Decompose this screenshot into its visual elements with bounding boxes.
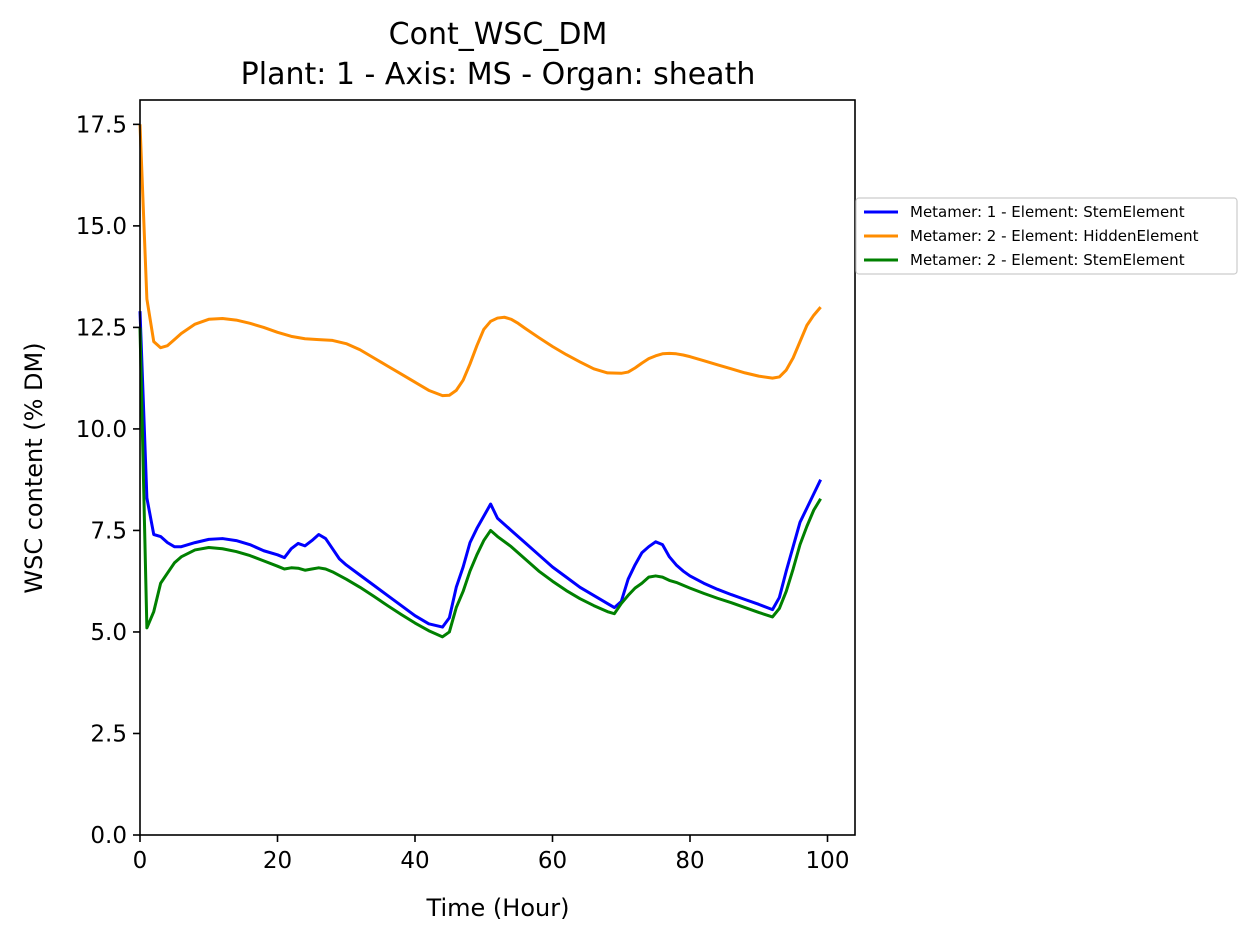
x-axis-label: Time (Hour) <box>426 894 570 922</box>
y-axis-label: WSC content (% DM) <box>20 342 48 593</box>
y-tick-label: 2.5 <box>90 721 127 747</box>
y-tick-label: 17.5 <box>76 112 127 138</box>
x-tick-label: 60 <box>538 848 567 874</box>
legend-label: Metamer: 2 - Element: HiddenElement <box>910 227 1199 245</box>
y-tick-label: 12.5 <box>76 315 127 341</box>
chart-subtitle: Plant: 1 - Axis: MS - Organ: sheath <box>241 57 756 92</box>
legend: Metamer: 1 - Element: StemElement Metamer… <box>855 197 1238 275</box>
y-tick-label: 15.0 <box>76 214 127 240</box>
y-axis: 0.0 2.5 5.0 7.5 10.0 12.5 15.0 17.5 <box>76 112 140 849</box>
y-tick-label: 5.0 <box>90 620 127 646</box>
legend-label: Metamer: 2 - Element: StemElement <box>910 251 1185 269</box>
chart-title: Cont_WSC_DM <box>389 17 608 52</box>
x-tick-label: 0 <box>133 848 148 874</box>
series-line-1 <box>138 311 822 629</box>
x-axis: 0 20 40 60 80 100 <box>133 835 850 874</box>
legend-box <box>855 197 1238 275</box>
x-tick-label: 80 <box>675 848 704 874</box>
legend-label: Metamer: 1 - Element: StemElement <box>910 203 1185 221</box>
y-tick-label: 0.0 <box>90 823 127 849</box>
series-line-3 <box>138 327 822 639</box>
y-tick-label: 10.0 <box>76 417 127 443</box>
x-tick-label: 100 <box>806 848 850 874</box>
x-tick-label: 40 <box>400 848 429 874</box>
plot-series <box>138 124 822 639</box>
y-tick-label: 7.5 <box>90 518 127 544</box>
series-line-2 <box>138 124 822 398</box>
x-tick-label: 20 <box>263 848 292 874</box>
plot-frame <box>139 99 856 836</box>
